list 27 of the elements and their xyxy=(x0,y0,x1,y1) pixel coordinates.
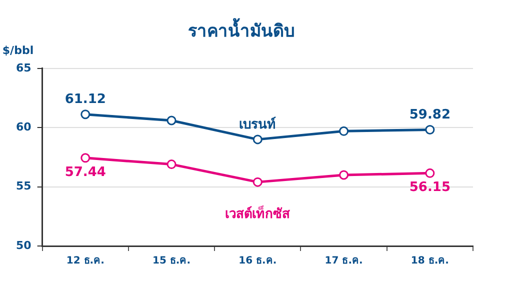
point xyxy=(252,177,262,187)
x-tick-label: 18 ธ.ค. xyxy=(410,256,449,267)
y-tick-label: 65 xyxy=(16,61,32,74)
point xyxy=(166,160,176,170)
point xyxy=(166,116,176,126)
y-tick-label: 50 xyxy=(16,238,32,252)
x-tick-label: 15 ธ.ค. xyxy=(152,256,191,267)
point xyxy=(252,134,262,144)
point xyxy=(425,124,435,134)
series-label: เบรนท์ xyxy=(239,116,276,132)
x-tick-label: 17 ธ.ค. xyxy=(324,256,363,267)
point xyxy=(80,110,90,120)
data-label: 57.44 xyxy=(64,164,106,180)
y-tick-label: 55 xyxy=(16,180,32,193)
x-tick-label: 16 ธ.ค. xyxy=(238,256,277,267)
point xyxy=(80,153,90,163)
data-label: 56.15 xyxy=(409,180,450,196)
data-label: 59.82 xyxy=(409,108,450,123)
chart-title: ราคาน้ำมันดิบ xyxy=(188,18,295,42)
y-tick-label: 60 xyxy=(16,120,32,134)
data-label: 61.12 xyxy=(64,92,106,108)
text: เวสต์เท็กซัส xyxy=(225,204,290,222)
y-axis-title: $/bbl xyxy=(2,44,34,57)
x-tick-label: 12 ธ.ค. xyxy=(66,256,104,267)
point xyxy=(339,170,349,180)
point xyxy=(425,168,435,178)
point xyxy=(339,126,349,136)
